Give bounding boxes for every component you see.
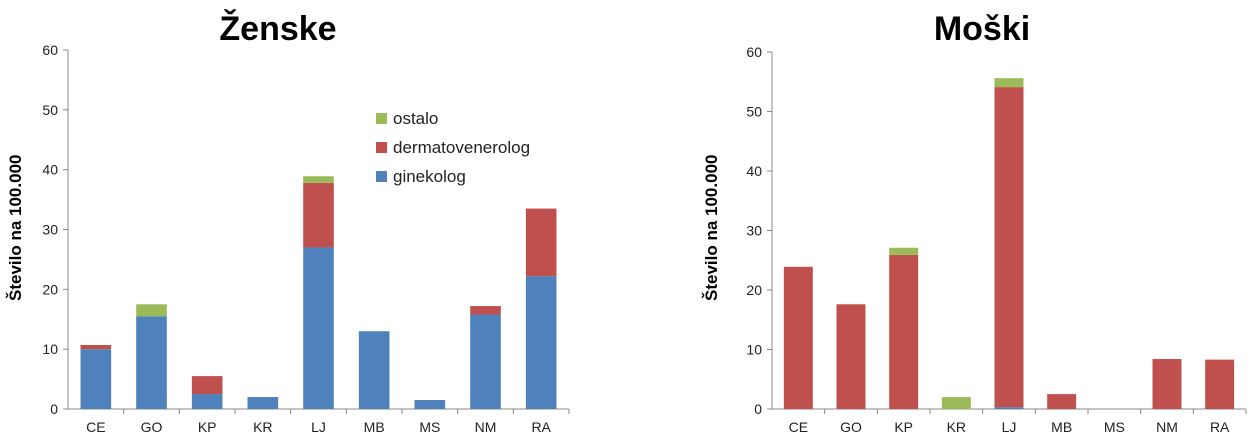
x-tick-label: KP xyxy=(894,419,913,435)
bar-dermatovenerolog-NM xyxy=(1152,359,1182,409)
chart-plot-area: 0 10 20 30 40 50 60 CE GO KP KR LJ MB MS NM RA xyxy=(746,44,1247,435)
x-tick-label: GO xyxy=(840,419,862,435)
y-tick-label: 0 xyxy=(754,401,762,417)
legend-item-ostalo: ostalo xyxy=(376,104,530,133)
x-tick-label: MS xyxy=(419,419,440,435)
y-tick-label: 10 xyxy=(42,341,58,357)
chart-moski: Moški Število na 100.000 0 10 20 30 40 50 60 CE… xyxy=(626,0,1252,437)
y-tick-label: 50 xyxy=(746,104,762,120)
bar-dermatovenerolog-NM xyxy=(470,306,501,315)
legend-swatch-ostalo xyxy=(376,113,387,124)
x-tick-label: LJ xyxy=(1002,419,1017,435)
bar-dermatovenerolog-CE xyxy=(80,344,112,350)
bar-ginekolog-MB xyxy=(358,331,390,409)
x-tick-label: MB xyxy=(1051,419,1072,435)
bar-ostalo-KP xyxy=(889,247,919,255)
bar-ginekolog-CE xyxy=(80,349,112,409)
bar-ginekolog-LJ xyxy=(994,407,1024,409)
bar-ostalo-LJ xyxy=(303,176,334,183)
chart-title: Moški xyxy=(933,10,1031,48)
y-tick-label: 60 xyxy=(746,44,762,60)
y-tick-label: 60 xyxy=(42,42,58,58)
bar-ginekolog-KP xyxy=(191,394,223,409)
y-tick-label: 20 xyxy=(42,281,58,297)
bar-ginekolog-RA xyxy=(525,276,557,409)
x-tick-label: GO xyxy=(141,419,163,435)
y-tick-label: 20 xyxy=(746,282,762,298)
y-tick-label: 30 xyxy=(746,223,762,239)
bar-dermatovenerolog-CE xyxy=(783,266,813,409)
legend-label-ginekolog: ginekolog xyxy=(393,166,466,186)
bar-ginekolog-LJ xyxy=(303,247,334,409)
legend-swatch-ginekolog xyxy=(376,171,387,182)
bar-ginekolog-NM xyxy=(470,314,501,409)
bar-ostalo-KR xyxy=(941,397,971,409)
bar-dermatovenerolog-RA xyxy=(525,208,557,277)
legend-item-dermatovenerolog: dermatovenerolog xyxy=(376,133,530,162)
x-tick-label: KP xyxy=(198,419,217,435)
x-tick-label: MS xyxy=(1104,419,1125,435)
x-tick-label: NM xyxy=(1156,419,1178,435)
bar-dermatovenerolog-GO xyxy=(836,304,866,409)
legend: ostalo dermatovenerolog ginekolog xyxy=(376,104,530,191)
x-tick-label: CE xyxy=(86,419,105,435)
bar-ginekolog-MS xyxy=(414,400,446,409)
bar-ginekolog-GO xyxy=(136,316,167,409)
bar-ginekolog-KR xyxy=(247,397,279,409)
y-tick-label: 50 xyxy=(42,102,58,118)
x-tick-label: KR xyxy=(947,419,966,435)
legend-item-ginekolog: ginekolog xyxy=(376,162,530,191)
x-tick-label: RA xyxy=(1210,419,1230,435)
x-tick-label: RA xyxy=(531,419,551,435)
bar-dermatovenerolog-KP xyxy=(191,376,223,395)
bar-ostalo-GO xyxy=(136,304,167,317)
chart-plot-area: 0 10 20 30 40 50 60 CE GO KP KR LJ MB MS NM RA xyxy=(42,42,570,435)
bar-dermatovenerolog-MB xyxy=(1047,394,1077,409)
y-tick-label: 30 xyxy=(42,222,58,238)
bar-dermatovenerolog-LJ xyxy=(303,182,334,248)
x-tick-label: CE xyxy=(789,419,808,435)
y-tick-label: 40 xyxy=(746,163,762,179)
chart-zenske: Ženske Število na 100.000 0 10 20 30 40 50 60 C… xyxy=(6,10,570,435)
x-tick-label: NM xyxy=(475,419,497,435)
bar-dermatovenerolog-LJ xyxy=(994,87,1024,408)
bar-dermatovenerolog-RA xyxy=(1205,359,1235,409)
y-tick-label: 40 xyxy=(42,162,58,178)
bar-dermatovenerolog-KP xyxy=(889,254,919,409)
x-tick-label: KR xyxy=(253,419,272,435)
x-tick-label: LJ xyxy=(311,419,326,435)
bar-ostalo-LJ xyxy=(994,78,1024,88)
x-tick-label: MB xyxy=(364,419,385,435)
chart-title: Ženske xyxy=(219,10,337,48)
y-tick-label: 10 xyxy=(746,342,762,358)
legend-label-ostalo: ostalo xyxy=(393,108,439,128)
y-tick-label: 0 xyxy=(50,401,58,417)
legend-label-dermatovenerolog: dermatovenerolog xyxy=(393,137,531,157)
legend-swatch-dermatovenerolog xyxy=(376,142,387,153)
